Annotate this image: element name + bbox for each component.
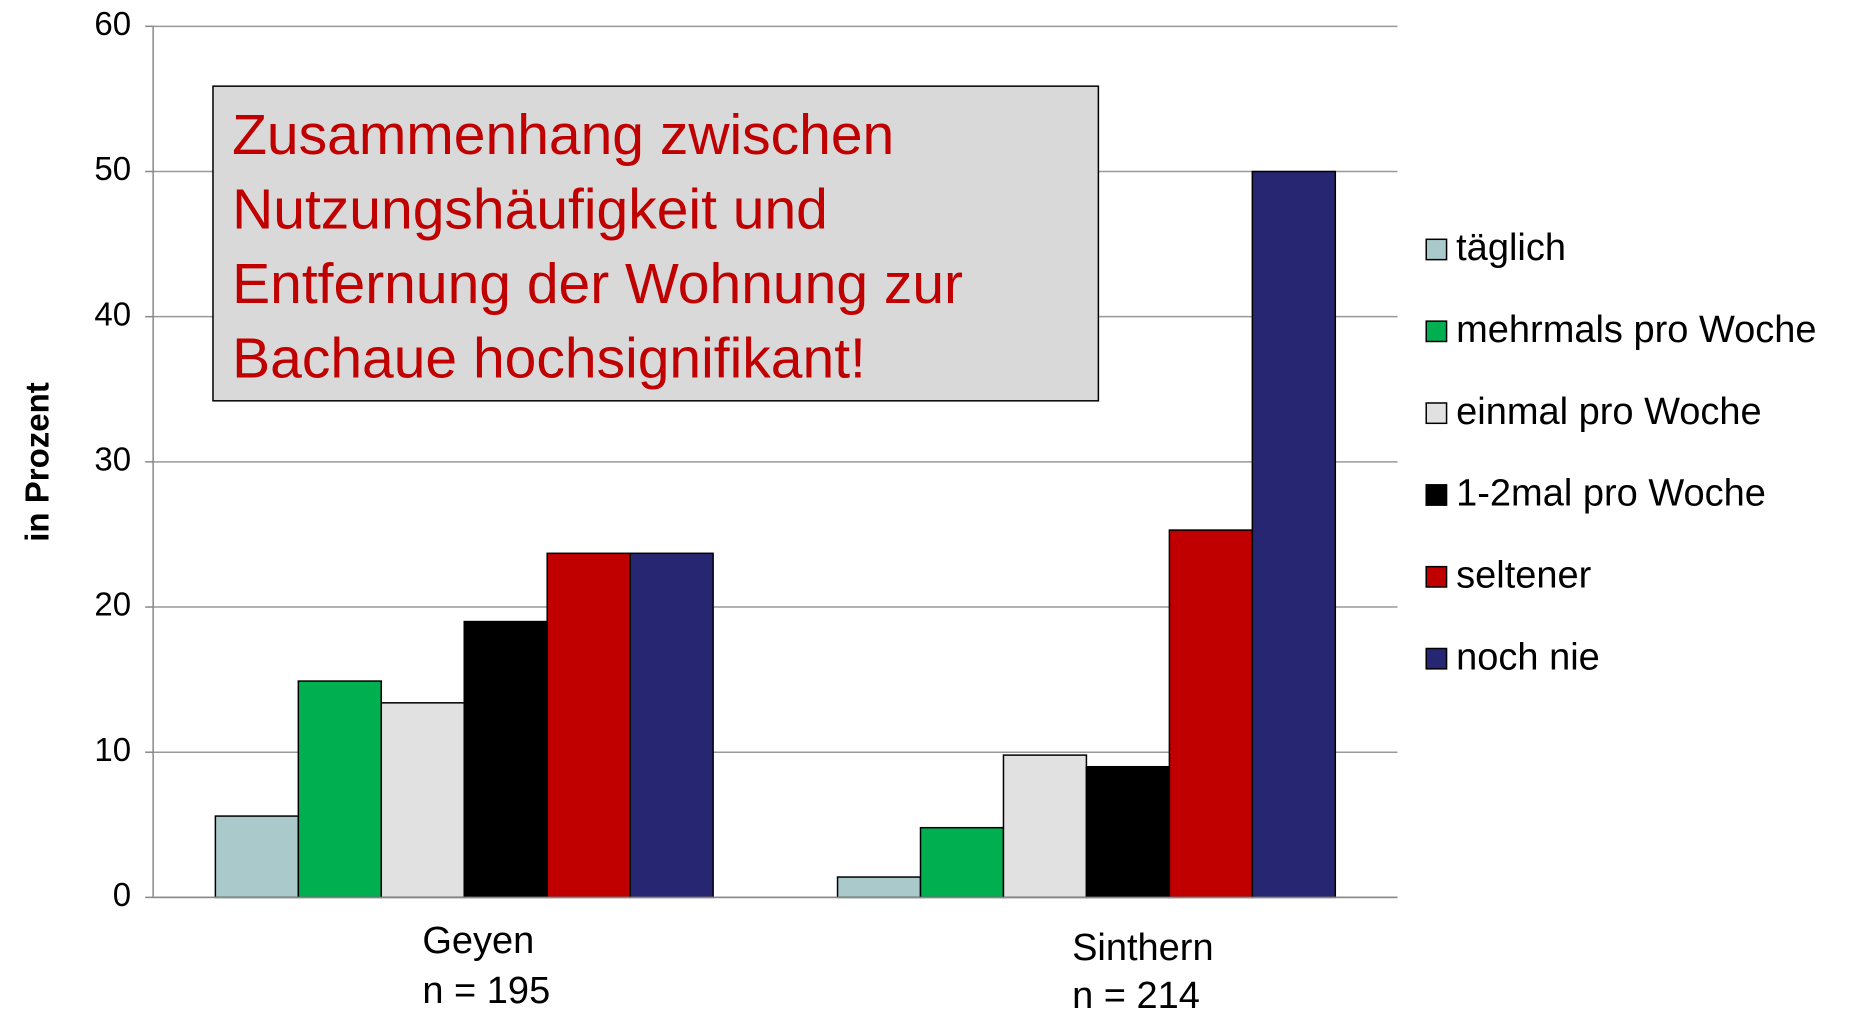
- legend-swatch: [1425, 647, 1448, 670]
- annotation-line: Bachaue hochsignifikant!: [232, 326, 866, 390]
- legend-label: 1-2mal pro Woche: [1456, 473, 1766, 515]
- legend-label: täglich: [1456, 227, 1566, 269]
- annotation-line: Nutzungshäufigkeit und: [232, 177, 828, 241]
- y-tick-label: 30: [94, 441, 131, 478]
- y-tick-label: 50: [94, 150, 131, 187]
- legend-swatch: [1425, 320, 1448, 343]
- y-tick-label: 40: [94, 295, 131, 332]
- legend-swatch: [1425, 238, 1448, 261]
- bar: [546, 552, 631, 899]
- x-tick-label: Sinthern: [1072, 927, 1214, 969]
- bar: [214, 815, 300, 899]
- legend-swatch: [1425, 402, 1448, 425]
- legend-label: seltener: [1456, 554, 1592, 596]
- legend-swatch: [1425, 484, 1448, 506]
- annotation-line: Zusammenhang zwischen: [232, 103, 894, 167]
- bar: [463, 620, 548, 899]
- annotation-box: [212, 85, 1100, 402]
- legend-label: mehrmals pro Woche: [1456, 309, 1816, 351]
- bar: [836, 876, 922, 899]
- bar: [380, 702, 465, 899]
- y-tick-label: 60: [94, 5, 131, 42]
- bar: [297, 680, 383, 899]
- y-tick-label: 20: [94, 586, 131, 623]
- x-tick-subtitle: n = 214: [1072, 975, 1200, 1015]
- legend-swatch: [1425, 565, 1448, 588]
- bar: [1085, 765, 1171, 899]
- legend-label: noch nie: [1456, 636, 1600, 678]
- legend-label: einmal pro Woche: [1456, 391, 1762, 433]
- bar: [1168, 529, 1254, 899]
- annotation-line: Entfernung der Wohnung zur: [232, 252, 963, 316]
- y-axis-label: in Prozent: [19, 382, 56, 542]
- x-tick-subtitle: n = 195: [422, 970, 550, 1012]
- x-tick-label: Geyen: [422, 920, 534, 962]
- y-tick-label: 0: [113, 876, 131, 913]
- bar: [629, 552, 714, 899]
- bar: [919, 826, 1005, 899]
- bar: [1002, 754, 1088, 899]
- y-tick-label: 10: [94, 731, 131, 768]
- bar: [1251, 170, 1337, 899]
